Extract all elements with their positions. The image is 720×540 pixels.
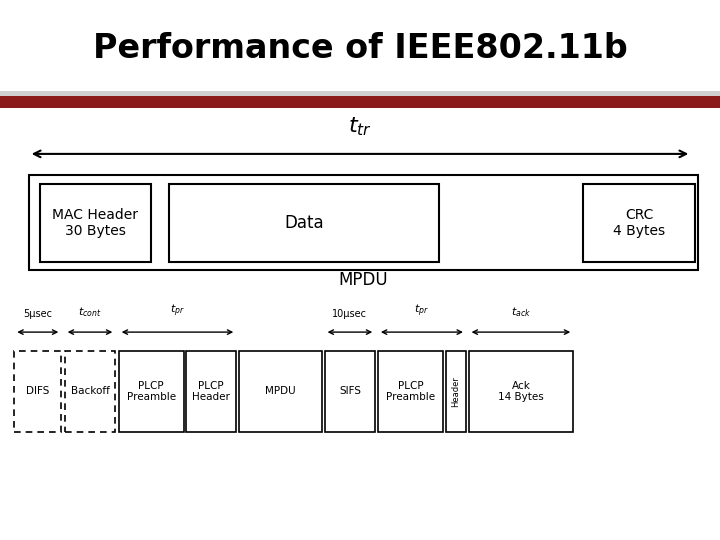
Text: Performance of IEEE802.11b: Performance of IEEE802.11b <box>93 32 627 65</box>
Text: $t_{pr}$: $t_{pr}$ <box>415 302 429 319</box>
Text: $t_{ack}$: $t_{ack}$ <box>510 305 531 319</box>
Bar <box>14 351 61 432</box>
Text: Data: Data <box>284 214 324 232</box>
Text: PLCP
Preamble: PLCP Preamble <box>386 381 435 402</box>
Bar <box>0 96 720 108</box>
Text: MPDU: MPDU <box>339 271 388 289</box>
Bar <box>0 91 720 96</box>
Bar <box>169 184 439 262</box>
Bar <box>378 351 443 432</box>
Text: DIFS: DIFS <box>26 387 50 396</box>
Text: Header: Header <box>451 376 460 407</box>
Text: Ack
14 Bytes: Ack 14 Bytes <box>498 381 544 402</box>
Text: $t_{cont}$: $t_{cont}$ <box>78 305 102 319</box>
Text: PLCP
Header: PLCP Header <box>192 381 230 402</box>
Text: SIFS: SIFS <box>339 387 361 396</box>
Bar <box>29 176 698 270</box>
Text: 10μsec: 10μsec <box>333 308 367 319</box>
Bar <box>583 184 695 262</box>
Text: 5μsec: 5μsec <box>23 308 53 319</box>
Bar <box>325 351 375 432</box>
Text: PLCP
Preamble: PLCP Preamble <box>127 381 176 402</box>
Bar <box>119 351 184 432</box>
Text: $t_{tr}$: $t_{tr}$ <box>348 115 372 138</box>
Bar <box>65 351 115 432</box>
Bar <box>239 351 322 432</box>
Text: MAC Header
30 Bytes: MAC Header 30 Bytes <box>53 208 138 238</box>
Bar <box>40 184 151 262</box>
Text: Backoff: Backoff <box>71 387 109 396</box>
Bar <box>186 351 236 432</box>
Bar <box>446 351 466 432</box>
Text: CRC
4 Bytes: CRC 4 Bytes <box>613 208 665 238</box>
Bar <box>469 351 573 432</box>
Text: $t_{pr}$: $t_{pr}$ <box>170 302 185 319</box>
Text: MPDU: MPDU <box>265 387 296 396</box>
